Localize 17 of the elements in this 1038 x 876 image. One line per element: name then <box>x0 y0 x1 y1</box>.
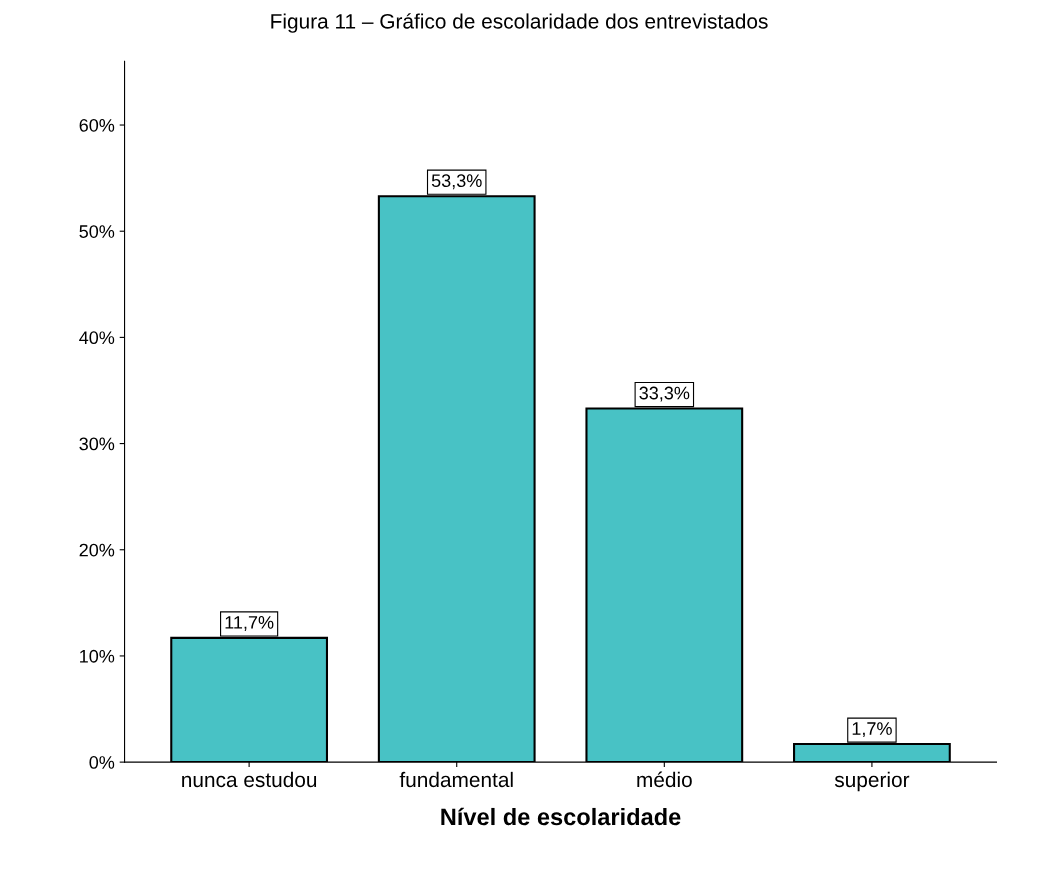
y-tick-label: 40% <box>79 331 115 345</box>
data-label: 1,7% <box>852 722 892 738</box>
x-tick-label: médio <box>637 771 692 788</box>
y-tick-label: 30% <box>79 437 115 451</box>
data-label: 33,3% <box>639 386 690 402</box>
y-tick-label: 20% <box>79 543 115 557</box>
x-axis-title: Nível de escolaridade <box>441 807 681 826</box>
x-tick-label: superior <box>834 771 910 792</box>
data-label: 11,7% <box>225 616 274 631</box>
y-tick-label: 0% <box>89 756 115 769</box>
chart-title: Figura 11 – Gráfico de escolaridade dos entrevistados <box>271 13 768 33</box>
x-tick-label: fundamental <box>399 771 513 788</box>
y-tick-label: 50% <box>79 225 115 238</box>
x-tick-label: nunca estudou <box>182 771 317 788</box>
y-tick-label: 10% <box>80 649 115 663</box>
data-label: 53,3% <box>431 174 482 190</box>
y-tick-label: 60% <box>79 118 115 132</box>
